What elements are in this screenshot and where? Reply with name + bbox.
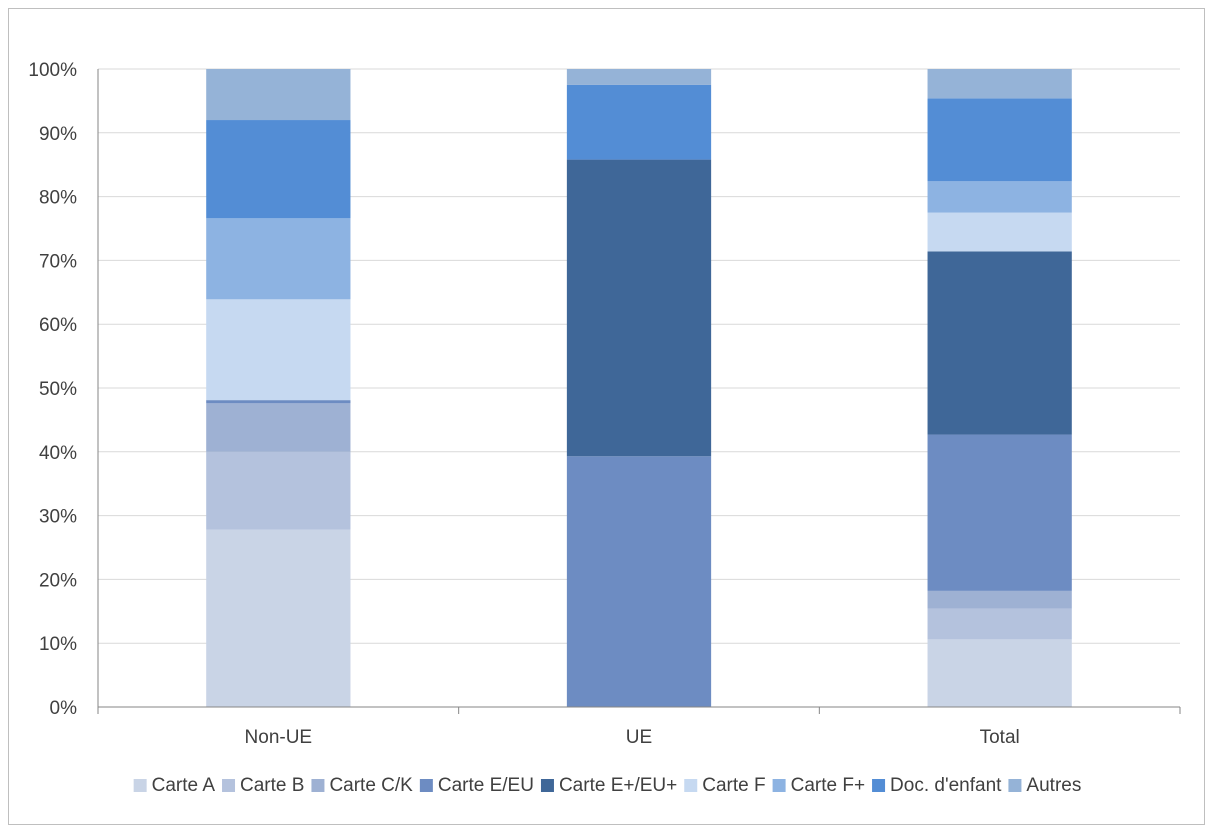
y-tick-label: 50% bbox=[39, 379, 77, 400]
bar-segment bbox=[927, 251, 1072, 435]
legend-label: Doc. d'enfant bbox=[890, 775, 1002, 796]
legend-item: Carte C/K bbox=[311, 775, 413, 796]
legend-swatch bbox=[684, 779, 698, 792]
legend-label: Carte A bbox=[152, 775, 216, 796]
legend-label: Carte E+/EU+ bbox=[559, 775, 677, 796]
y-tick-label: 30% bbox=[39, 507, 77, 528]
legend-item: Carte E/EU bbox=[419, 775, 534, 796]
bar-segment bbox=[927, 434, 1072, 591]
y-tick-label: 100% bbox=[28, 60, 77, 81]
legend-item: Carte E+/EU+ bbox=[540, 775, 677, 796]
bar-segment bbox=[206, 218, 351, 300]
bar-segment bbox=[566, 84, 712, 160]
y-tick-label: 90% bbox=[39, 124, 77, 145]
y-tick-label: 20% bbox=[39, 570, 77, 591]
legend-label: Carte F+ bbox=[791, 775, 865, 796]
bar-segment bbox=[206, 529, 351, 707]
y-tick-label: 0% bbox=[50, 698, 78, 719]
legend-label: Carte C/K bbox=[329, 775, 413, 796]
x-tick-label: Non-UE bbox=[245, 727, 313, 748]
legend-label: Carte E/EU bbox=[438, 775, 534, 796]
legend-swatch bbox=[540, 779, 554, 792]
bars bbox=[206, 69, 1072, 707]
bar-segment bbox=[206, 403, 351, 452]
legend-item: Doc. d'enfant bbox=[872, 775, 1002, 796]
y-tick-label: 10% bbox=[39, 634, 77, 655]
y-tick-label: 70% bbox=[39, 251, 77, 272]
legend-swatch bbox=[772, 779, 786, 792]
legend-item: Carte B bbox=[222, 775, 304, 796]
legend-label: Carte F bbox=[702, 775, 765, 796]
y-tick-label: 80% bbox=[39, 188, 77, 209]
legend-swatch bbox=[419, 779, 433, 792]
bar-segment bbox=[927, 608, 1072, 640]
legend-item: Carte F+ bbox=[772, 775, 865, 796]
bar-segment bbox=[927, 590, 1072, 609]
bar-segment bbox=[927, 212, 1072, 252]
legend-swatch bbox=[872, 779, 886, 792]
bar-segment bbox=[206, 120, 351, 219]
legend-swatch bbox=[133, 779, 147, 792]
legend-item: Carte F bbox=[684, 775, 766, 796]
bar-segment bbox=[927, 69, 1072, 99]
bar-segment bbox=[206, 451, 351, 530]
bar-segment bbox=[566, 69, 712, 85]
bar-segment bbox=[206, 299, 351, 401]
bar-segment bbox=[927, 98, 1072, 182]
y-tick-label: 60% bbox=[39, 315, 77, 336]
x-tick-label: UE bbox=[626, 727, 652, 748]
y-tick-label: 40% bbox=[39, 443, 77, 464]
bar-segment bbox=[927, 639, 1072, 707]
legend-item: Autres bbox=[1008, 775, 1081, 796]
bar-segment bbox=[206, 400, 351, 404]
legend-label: Autres bbox=[1026, 775, 1081, 796]
legend-label: Carte B bbox=[240, 775, 304, 796]
bar-segment bbox=[566, 159, 712, 457]
bar-segment bbox=[927, 181, 1072, 213]
legend-swatch bbox=[311, 779, 325, 792]
axes: 0% 10% 20% 30% 40% 50% 60% 70% 80% 90% 100% Non-UE U… bbox=[28, 60, 1181, 748]
legend-item: Carte A bbox=[133, 775, 216, 796]
x-tick-label: Total bbox=[980, 727, 1020, 748]
bar-segment bbox=[566, 456, 712, 707]
legend: Carte A Carte B Carte C/K Carte E/EU Carte E… bbox=[133, 775, 1081, 796]
legend-swatch bbox=[1008, 779, 1022, 792]
bar-segment bbox=[206, 69, 351, 121]
legend-swatch bbox=[222, 779, 236, 792]
